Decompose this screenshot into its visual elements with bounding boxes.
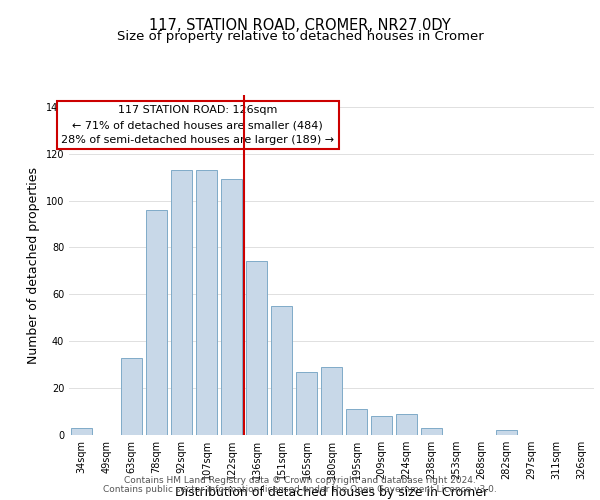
Text: 117 STATION ROAD: 126sqm
← 71% of detached houses are smaller (484)
28% of semi-: 117 STATION ROAD: 126sqm ← 71% of detach… — [61, 105, 334, 145]
Bar — [271, 306, 292, 435]
Bar — [296, 372, 317, 435]
Y-axis label: Number of detached properties: Number of detached properties — [27, 166, 40, 364]
Bar — [71, 428, 92, 435]
Bar — [196, 170, 217, 435]
Text: Contains HM Land Registry data © Crown copyright and database right 2024.: Contains HM Land Registry data © Crown c… — [124, 476, 476, 485]
Bar — [321, 367, 342, 435]
Bar — [246, 262, 267, 435]
Bar — [121, 358, 142, 435]
Bar — [496, 430, 517, 435]
Text: Size of property relative to detached houses in Cromer: Size of property relative to detached ho… — [116, 30, 484, 43]
Bar — [146, 210, 167, 435]
Text: Contains public sector information licensed under the Open Government Licence v3: Contains public sector information licen… — [103, 485, 497, 494]
Bar — [396, 414, 417, 435]
Bar — [221, 180, 242, 435]
Text: 117, STATION ROAD, CROMER, NR27 0DY: 117, STATION ROAD, CROMER, NR27 0DY — [149, 18, 451, 32]
Bar — [371, 416, 392, 435]
Bar — [421, 428, 442, 435]
X-axis label: Distribution of detached houses by size in Cromer: Distribution of detached houses by size … — [175, 486, 488, 499]
Bar — [346, 409, 367, 435]
Bar — [171, 170, 192, 435]
